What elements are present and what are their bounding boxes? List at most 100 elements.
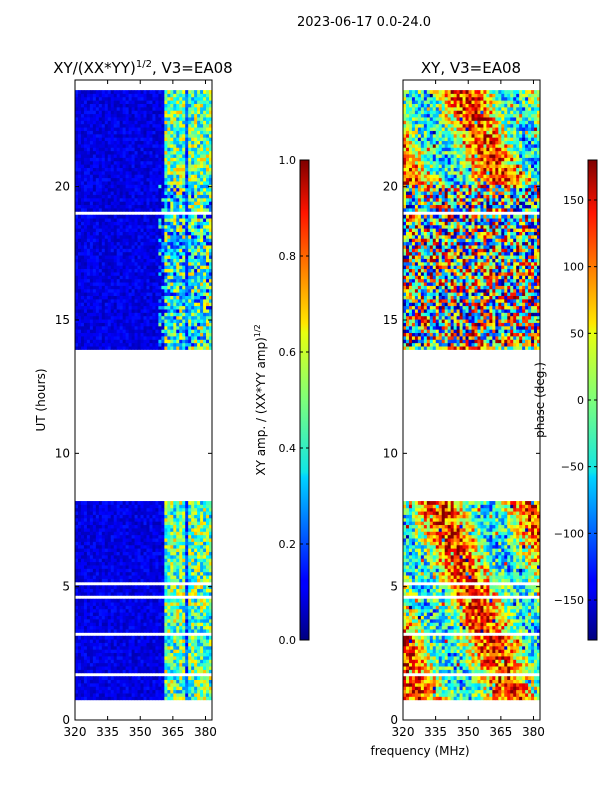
amp-cell (104, 578, 109, 583)
amp-cell (191, 524, 195, 529)
amp-cell (134, 524, 138, 529)
amp-cell (128, 275, 132, 280)
amp-cell (119, 238, 124, 243)
amp-cell (152, 292, 156, 296)
amp-cell (155, 538, 159, 542)
amp-cell (179, 292, 183, 296)
amp-cell (80, 561, 85, 566)
amp-cell (185, 224, 189, 229)
amp-cell (194, 682, 198, 687)
amp-cell (116, 662, 121, 667)
amp-cell (155, 693, 159, 697)
amp-cell (206, 504, 210, 509)
amp-cell (185, 214, 189, 219)
amp-cell (194, 336, 198, 340)
amp-cell (113, 541, 118, 546)
amp-cell (75, 272, 79, 276)
amp-cell (98, 514, 103, 519)
amp-cell (75, 588, 79, 593)
amp-cell (173, 187, 177, 192)
amp-cell (149, 187, 153, 192)
amp-cell (179, 251, 183, 256)
amp-cell (125, 231, 130, 236)
amp-cell (95, 312, 100, 317)
amp-cell (113, 282, 118, 286)
amp-cell (95, 551, 100, 556)
amp-cell (83, 197, 88, 202)
amp-cell (143, 312, 147, 317)
amp-cell (101, 197, 106, 202)
amp-cell (125, 218, 130, 222)
amp-cell (116, 588, 121, 593)
amp-cell (188, 268, 192, 273)
amp-cell (113, 662, 118, 667)
amp-cell (209, 346, 213, 350)
amp-cell (155, 618, 159, 623)
amp-cell (125, 282, 130, 286)
amp-cell (143, 191, 147, 195)
amp-cell (89, 571, 94, 576)
amp-cell (137, 659, 141, 664)
amp-cell (143, 534, 147, 539)
amp-cell (188, 635, 192, 640)
amp-cell (197, 268, 201, 273)
amp-cell (119, 605, 124, 610)
amp-cell (179, 534, 183, 539)
amp-cell (161, 241, 165, 246)
amp-cell (143, 598, 147, 603)
amp-cell (206, 561, 210, 566)
amp-cell (209, 618, 213, 623)
amp-cell (137, 645, 141, 650)
amp-cell (83, 295, 88, 300)
amp-cell (155, 588, 159, 593)
amp-cell (98, 551, 103, 556)
amp-cell (98, 521, 103, 526)
amp-cell (173, 561, 177, 566)
amp-cell (80, 305, 85, 310)
amp-cell (101, 325, 106, 330)
amp-cell (149, 538, 153, 542)
amp-cell (170, 605, 174, 610)
amp-cell (200, 339, 204, 344)
amp-cell (128, 507, 132, 512)
amp-cell (116, 507, 121, 512)
amp-cell (95, 272, 100, 276)
amp-cell (206, 501, 210, 505)
amp-cell (167, 177, 171, 182)
amp-cell (110, 561, 115, 566)
amp-cell (95, 534, 100, 539)
amp-cell (110, 521, 115, 526)
amp-cell (197, 258, 201, 263)
amp-cell (98, 635, 103, 640)
amp-cell (194, 588, 198, 593)
amp-cell (188, 565, 192, 569)
amp-cell (89, 170, 94, 175)
amp-cell (179, 255, 183, 259)
amp-cell (116, 174, 121, 179)
amp-cell (89, 602, 94, 606)
amp-cell (89, 234, 94, 239)
amp-cell (75, 258, 79, 263)
amp-cell (98, 629, 103, 633)
amp-cell (209, 528, 213, 532)
amp-cell (185, 181, 189, 185)
amp-cell (116, 197, 121, 202)
amp-cell (107, 288, 112, 293)
amp-cell (83, 524, 88, 529)
amp-cell (89, 346, 94, 350)
amp-cell (188, 255, 192, 259)
amp-cell (113, 167, 118, 172)
amp-cell (170, 511, 174, 515)
amp-cell (95, 517, 100, 522)
amp-cell (128, 187, 132, 192)
amp-cell (134, 565, 138, 569)
amp-cell (140, 521, 144, 526)
amp-cell (155, 174, 159, 179)
amp-cell (116, 224, 121, 229)
amp-cell (185, 275, 189, 280)
amp-cell (119, 635, 124, 640)
amp-cell (143, 507, 147, 512)
amp-cell (137, 342, 141, 347)
amp-cell (113, 618, 118, 623)
amp-cell (131, 197, 135, 202)
